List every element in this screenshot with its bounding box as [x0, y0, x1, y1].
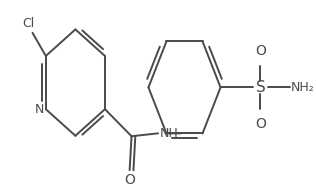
Text: NH: NH	[160, 127, 179, 140]
Text: Cl: Cl	[23, 17, 35, 30]
Text: S: S	[256, 80, 265, 95]
Text: N: N	[34, 103, 44, 116]
Text: O: O	[124, 173, 135, 187]
Text: O: O	[255, 44, 266, 58]
Text: O: O	[255, 117, 266, 131]
Text: NH₂: NH₂	[291, 81, 315, 94]
